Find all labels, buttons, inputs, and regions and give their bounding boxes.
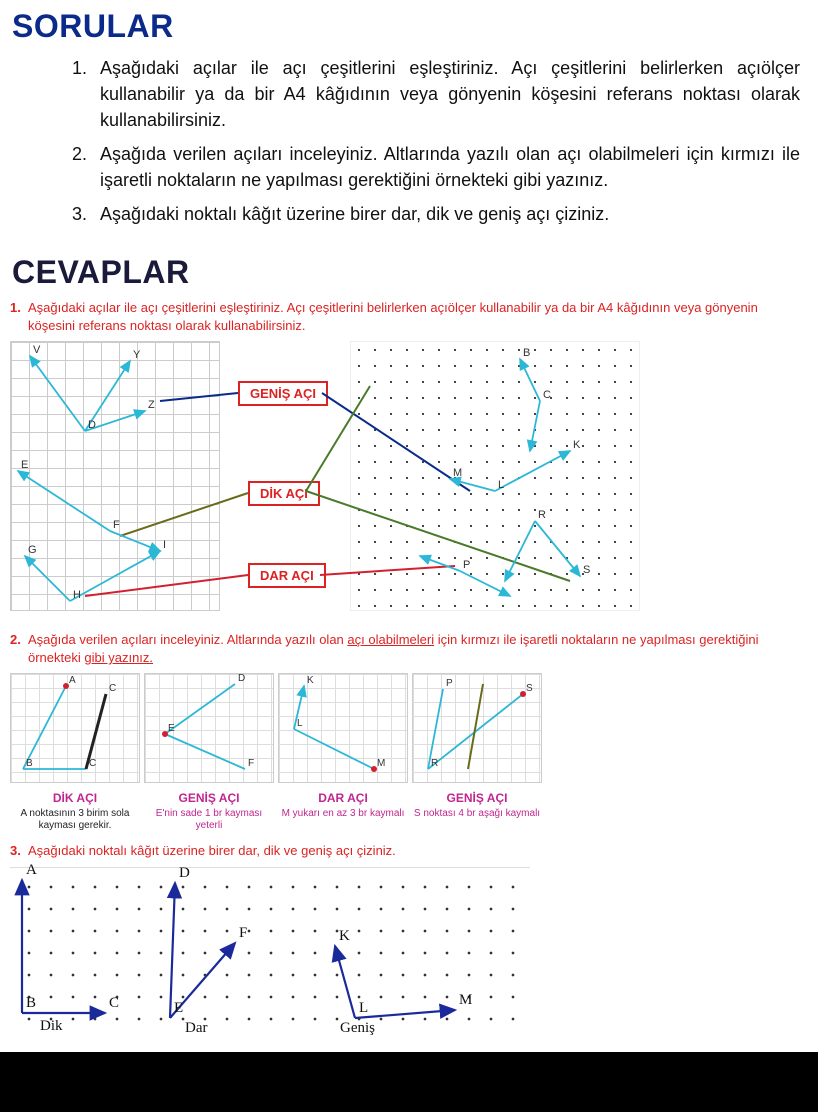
point-label: C <box>543 389 551 401</box>
hand-angle-name: Dar <box>185 1020 208 1037</box>
point-label: B <box>523 347 530 359</box>
question-number: 3. <box>72 201 100 227</box>
answer-number: 3. <box>10 842 28 860</box>
angle-type-title: DAR AÇI <box>278 791 408 805</box>
answer-2-caption: DAR AÇI M yukarı en az 3 br kaymalı <box>278 791 408 832</box>
answer-3-svg <box>10 868 530 1033</box>
hand-angle-name: Dik <box>40 1018 63 1035</box>
angle-type-title: GENİŞ AÇI <box>412 791 542 805</box>
point-label: I <box>163 539 166 551</box>
hand-point-label: B <box>26 995 36 1012</box>
question-number: 1. <box>72 55 100 133</box>
point-label: L <box>498 479 504 491</box>
answer-3-dotgrid: ABCDEFKLMDikDarGeniş <box>10 867 530 1032</box>
question-text: Aşağıda verilen açıları inceleyiniz. Alt… <box>100 141 800 193</box>
mini-grid-panel: A B C C <box>10 673 140 783</box>
answer-number: 1. <box>10 299 28 335</box>
answer-2-caption: DİK AÇI A noktasının 3 birim sola kayması… <box>10 791 140 832</box>
point-label: F <box>113 519 120 531</box>
point-label: P <box>463 559 470 571</box>
answers-area: 1. Aşağıdaki açılar ile açı çeşitlerini … <box>0 295 818 1052</box>
point-label: D <box>238 673 245 684</box>
hand-point-label: C <box>109 995 119 1012</box>
questions-black-band: 1. Aşağıdaki açılar ile açı çeşitlerini … <box>0 49 818 246</box>
angle-caption-note: A noktasının 3 birim sola kayması gereki… <box>10 808 140 832</box>
question-text: Aşağıdaki noktalı kâğıt üzerine birer da… <box>100 201 609 227</box>
answer-2-text-underline: gibi yazınız. <box>84 650 153 665</box>
point-label: G <box>28 544 37 556</box>
bottom-black-band <box>0 1052 818 1112</box>
question-item: 1. Aşağıdaki açılar ile açı çeşitlerini … <box>72 55 800 133</box>
answer-2-text-underline: açı olabilmeleri <box>347 632 434 647</box>
hand-point-label: A <box>26 862 37 879</box>
angle-caption-note: S noktası 4 br aşağı kaymalı <box>412 808 542 820</box>
question-number: 2. <box>72 141 100 193</box>
answers-heading: CEVAPLAR <box>0 246 818 295</box>
mini-grid-panel: K L M <box>278 673 408 783</box>
point-label: H <box>73 589 81 601</box>
point-label: R <box>431 758 438 769</box>
answer-2-text-part: Aşağıda verilen açıları inceleyiniz. Alt… <box>28 632 347 647</box>
answer-1-head: 1. Aşağıdaki açılar ile açı çeşitlerini … <box>10 299 808 335</box>
point-label: S <box>526 683 533 694</box>
point-label: L <box>297 718 303 729</box>
answer-2-caption: GENİŞ AÇI E'nin sade 1 br kayması yeterli <box>144 791 274 832</box>
question-item: 3. Aşağıdaki noktalı kâğıt üzerine birer… <box>72 201 800 227</box>
answer-1-text: Aşağıdaki açılar ile açı çeşitlerini eşl… <box>28 299 808 335</box>
answer-1: 1. Aşağıdaki açılar ile açı çeşitlerini … <box>10 299 808 621</box>
angle-caption-note: M yukarı en az 3 br kaymalı <box>278 808 408 820</box>
answer-2-captions: DİK AÇI A noktasının 3 birim sola kayması… <box>10 791 808 832</box>
answer-3-head: 3. Aşağıdaki noktalı kâğıt üzerine birer… <box>10 842 808 860</box>
hand-point-label: F <box>239 925 247 942</box>
hand-point-label: E <box>174 1000 183 1017</box>
mini-grid-panel: P R S <box>412 673 542 783</box>
point-label: F <box>248 758 254 769</box>
point-label: P <box>446 678 453 689</box>
hand-point-label: K <box>339 928 350 945</box>
answer-1-diagram: GENİŞ AÇI DİK AÇI DAR AÇI VYZDEFGHIBCMLK… <box>10 341 650 621</box>
answer-number: 2. <box>10 631 28 667</box>
point-label: Y <box>133 349 140 361</box>
page: SORULAR 1. Aşağıdaki açılar ile açı çeşi… <box>0 0 818 1052</box>
answer-1-svg <box>10 341 650 621</box>
point-label: K <box>573 439 580 451</box>
hand-point-label: M <box>459 992 472 1009</box>
answer-2-text: Aşağıda verilen açıları inceleyiniz. Alt… <box>28 631 808 667</box>
answer-2: 2. Aşağıda verilen açıları inceleyiniz. … <box>10 631 808 832</box>
point-label: M <box>453 467 462 479</box>
angle-type-title: DİK AÇI <box>10 791 140 805</box>
point-label: D <box>88 419 96 431</box>
point-label: V <box>33 344 40 356</box>
question-item: 2. Aşağıda verilen açıları inceleyiniz. … <box>72 141 800 193</box>
answer-2-head: 2. Aşağıda verilen açıları inceleyiniz. … <box>10 631 808 667</box>
hand-point-label: D <box>179 865 190 882</box>
point-label: M <box>377 758 385 769</box>
point-label: C <box>109 683 116 694</box>
point-label: E <box>168 723 175 734</box>
point-label: C <box>89 758 96 769</box>
answer-3-text: Aşağıdaki noktalı kâğıt üzerine birer da… <box>28 842 396 860</box>
angle-caption-note: E'nin sade 1 br kayması yeterli <box>144 808 274 832</box>
answer-2-caption: GENİŞ AÇI S noktası 4 br aşağı kaymalı <box>412 791 542 832</box>
point-label: B <box>26 758 33 769</box>
question-text: Aşağıdaki açılar ile açı çeşitlerini eşl… <box>100 55 800 133</box>
point-label: E <box>21 459 28 471</box>
point-label: K <box>307 675 314 686</box>
point-label: R <box>538 509 546 521</box>
hand-point-label: L <box>359 1000 368 1017</box>
hand-angle-name: Geniş <box>340 1020 375 1037</box>
questions-list: 1. Aşağıdaki açılar ile açı çeşitlerini … <box>0 49 818 246</box>
answer-2-grids: A B C C D E F K L M P R S <box>10 673 808 783</box>
angle-type-title: GENİŞ AÇI <box>144 791 274 805</box>
point-label: Z <box>148 399 155 411</box>
answer-3: 3. Aşağıdaki noktalı kâğıt üzerine birer… <box>10 842 808 1031</box>
point-label: S <box>583 564 590 576</box>
mini-grid-panel: D E F <box>144 673 274 783</box>
questions-heading: SORULAR <box>0 0 818 49</box>
point-label: A <box>69 675 76 686</box>
